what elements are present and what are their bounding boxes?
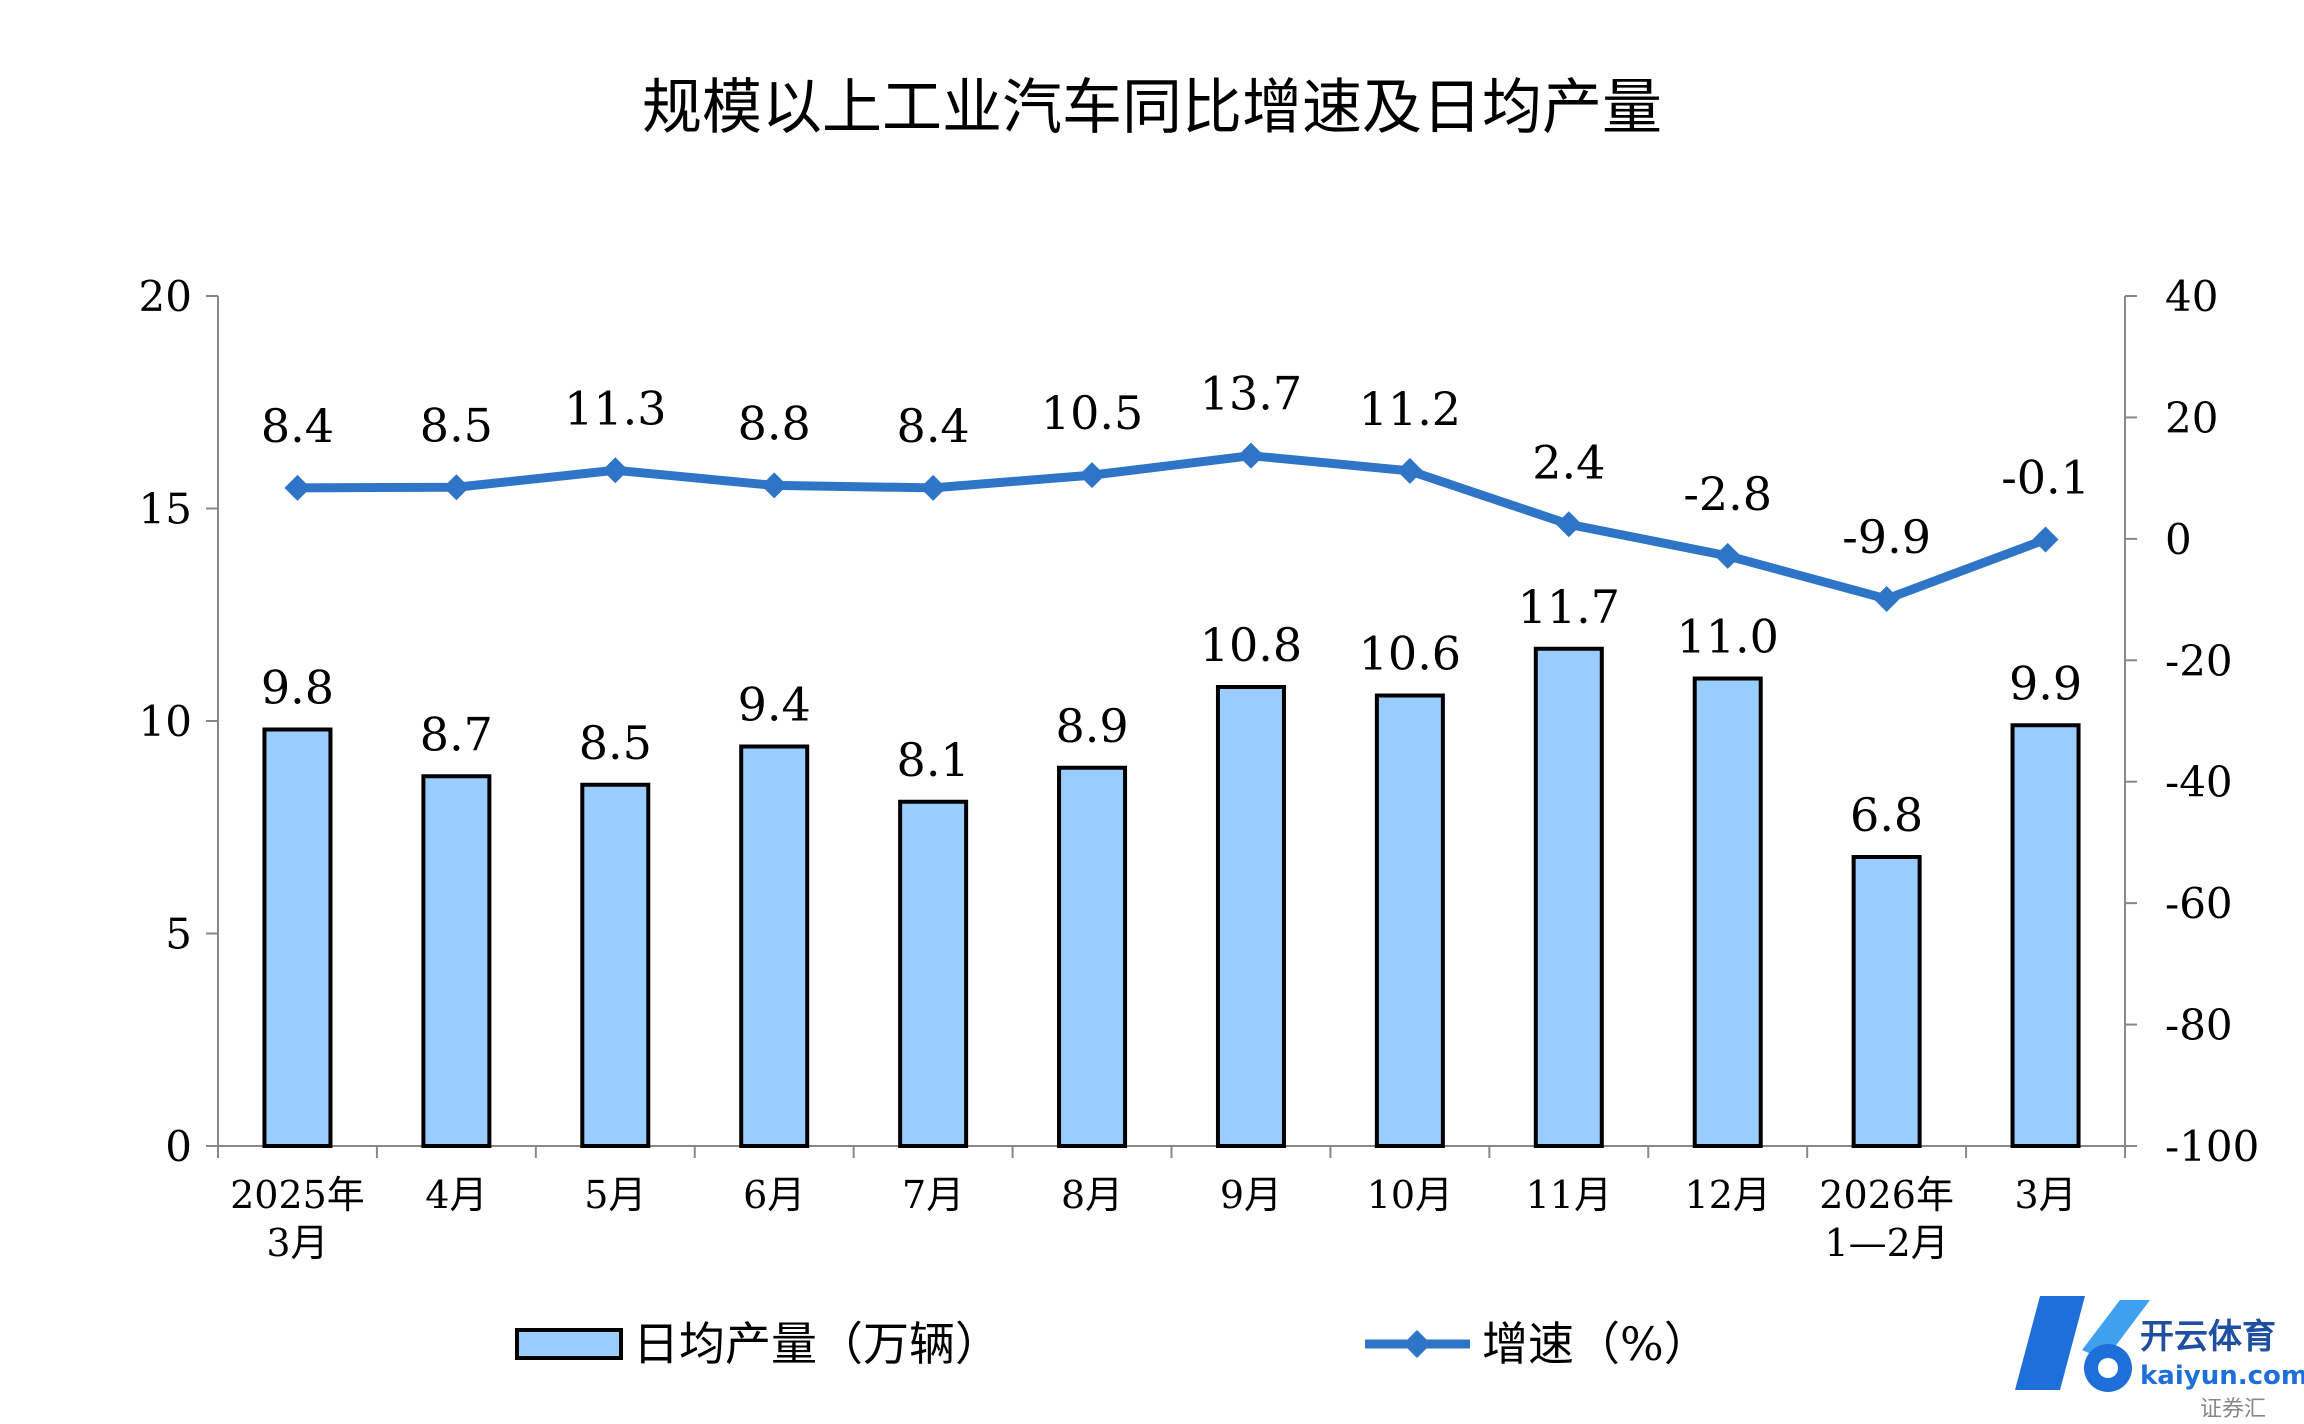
- line-value-label: 10.5: [1041, 386, 1143, 440]
- line-data-labels: 8.4 8.5 11.3 8.8 8.4 10.5 13.7 11.2 2.4 -2.8 -9.9 -…: [261, 367, 2090, 564]
- line-value-label: 8.8: [738, 396, 811, 450]
- bar: [898, 799, 969, 1148]
- line-point: [2032, 526, 2059, 553]
- x-tick-label: 12月: [1685, 1173, 1771, 1217]
- x-tick-label: 1—2月: [1824, 1221, 1948, 1265]
- right-tick-label: -60: [2165, 879, 2233, 928]
- bar-value-label: 6.8: [1850, 788, 1923, 842]
- line-value-label: 11.2: [1359, 382, 1461, 436]
- line-point: [602, 457, 629, 484]
- line-value-label: 11.3: [564, 381, 666, 435]
- right-tick-label: 0: [2165, 515, 2192, 564]
- legend-bar-label: 日均产量（万辆）: [633, 1317, 1001, 1371]
- x-tick-label: 3月: [266, 1221, 328, 1265]
- bar-value-label: 8.5: [579, 716, 652, 770]
- bar-value-label: 10.8: [1200, 618, 1302, 672]
- line-value-label: 8.5: [420, 398, 493, 452]
- x-tick-label: 9月: [1220, 1173, 1282, 1217]
- x-tick-label: 2025年: [230, 1173, 365, 1217]
- line-value-label: -0.1: [2001, 450, 2090, 504]
- bar: [262, 727, 333, 1148]
- bar: [1851, 855, 1922, 1148]
- bar-value-label: 8.9: [1055, 699, 1128, 753]
- kaiyun-logo-icon: [2015, 1296, 2150, 1392]
- x-tick-label: 10月: [1367, 1173, 1453, 1217]
- bar-value-label: 9.4: [738, 678, 811, 732]
- bar: [421, 774, 492, 1148]
- x-tick-label: 3月: [2014, 1173, 2076, 1217]
- legend-bar-swatch: [515, 1328, 623, 1360]
- left-tick-label: 20: [139, 272, 192, 321]
- line-value-label: -2.8: [1683, 467, 1772, 521]
- growth-line: [297, 451, 2048, 604]
- line-value-label: 8.4: [261, 399, 334, 453]
- x-tick-label: 4月: [425, 1173, 487, 1217]
- watermark-en: kaiyun.com: [2140, 1361, 2304, 1391]
- legend-line-marker: [1403, 1330, 1431, 1358]
- bar-value-label: 8.1: [897, 733, 970, 787]
- line-point: [920, 474, 947, 501]
- x-tick-label: 8月: [1061, 1173, 1123, 1217]
- bar-value-label: 10.6: [1359, 627, 1461, 681]
- bar-value-label: 11.0: [1676, 610, 1778, 664]
- line-point: [1714, 542, 1741, 569]
- bar-value-label: 8.7: [420, 707, 493, 761]
- line-point: [1396, 457, 1423, 484]
- line-point: [443, 474, 470, 501]
- right-tick-label: -40: [2165, 758, 2233, 807]
- left-tick-label: 10: [139, 697, 192, 746]
- line-value-label: 2.4: [1532, 435, 1605, 489]
- x-tick-label: 6月: [743, 1173, 805, 1217]
- line-series: [284, 442, 2059, 612]
- line-point: [1555, 511, 1582, 538]
- x-tick-label: 2026年: [1819, 1173, 1954, 1217]
- x-tick-label: 5月: [584, 1173, 646, 1217]
- bar-data-labels: 9.8 8.7 8.5 9.4 8.1 8.9 10.8 10.6 11.7 11.0 6.8 9.9: [261, 580, 2082, 842]
- x-tick-label: 7月: [902, 1173, 964, 1217]
- bar-value-label: 9.8: [261, 661, 334, 715]
- bar-series: [262, 646, 2081, 1148]
- bar: [1374, 693, 1445, 1148]
- line-point: [284, 474, 311, 501]
- watermark-sub: 证券汇: [2200, 1397, 2266, 1422]
- bar: [1215, 685, 1286, 1148]
- line-value-label: 13.7: [1200, 367, 1302, 421]
- watermark: 开云体育 kaiyun.com 证券汇: [2015, 1296, 2304, 1422]
- bar: [739, 744, 810, 1148]
- line-value-label: 8.4: [897, 399, 970, 453]
- line-value-label: -9.9: [1842, 510, 1931, 564]
- x-tick-label: 11月: [1526, 1173, 1612, 1217]
- line-point: [1237, 442, 1264, 469]
- line-point: [1079, 462, 1106, 489]
- bar: [1057, 765, 1128, 1148]
- line-point: [761, 472, 788, 499]
- bar: [2010, 723, 2081, 1148]
- chart-title: 规模以上工业汽车同比增速及日均产量: [642, 73, 1662, 143]
- right-tick-label: -20: [2165, 636, 2233, 685]
- left-tick-label: 5: [165, 910, 192, 959]
- bar: [580, 782, 651, 1148]
- legend-line-label: 增速（%）: [1482, 1317, 1710, 1371]
- right-tick-label: 40: [2165, 272, 2218, 321]
- right-tick-label: 20: [2165, 393, 2218, 442]
- left-tick-label: 0: [165, 1122, 192, 1171]
- legend: 日均产量（万辆） 增速（%）: [515, 1317, 1710, 1371]
- bar: [1692, 676, 1763, 1148]
- right-tick-label: -100: [2165, 1122, 2259, 1171]
- bar: [1533, 646, 1604, 1148]
- axes: 0 5 10 15 20 -100 -80 -60 -40 -20 0 20 40: [139, 272, 2260, 1171]
- line-point: [1873, 585, 1900, 612]
- bar-value-label: 11.7: [1518, 580, 1620, 634]
- right-tick-label: -80: [2165, 1001, 2233, 1050]
- left-tick-label: 15: [139, 485, 192, 534]
- bar-value-label: 9.9: [2009, 656, 2082, 710]
- watermark-cn: 开云体育: [2140, 1317, 2276, 1357]
